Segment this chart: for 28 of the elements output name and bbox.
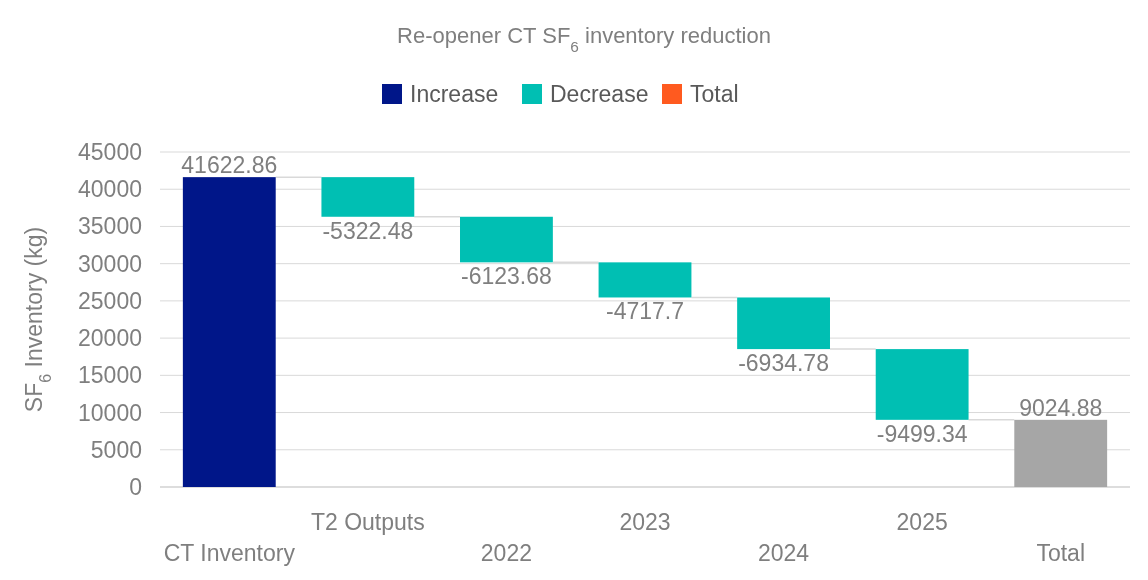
y-tick-label: 20000 [78, 325, 142, 352]
data-label: -4717.7 [605, 298, 685, 325]
y-tick-label: 15000 [78, 362, 142, 389]
legend-label: Increase [410, 81, 499, 107]
x-tick-label: 2025 [896, 509, 948, 535]
x-tick-label: T2 Outputs [310, 509, 425, 535]
data-label: -5322.48 [322, 217, 414, 244]
x-tick-label: CT Inventory [163, 540, 296, 566]
legend-label: Decrease [550, 81, 649, 107]
data-label: -6123.68 [461, 263, 552, 290]
chart-title: Re-opener CT SF$_{6}$ inventory reduction [397, 23, 771, 55]
legend-label: Total [690, 81, 739, 107]
y-tick-label: 10000 [78, 399, 142, 426]
x-tick-label: Total [1036, 540, 1086, 566]
x-tick-label: 2022 [480, 540, 533, 566]
data-label: 41622.86 [181, 152, 278, 179]
y-tick-label: 5000 [90, 436, 142, 463]
y-tick-label: 25000 [78, 287, 142, 314]
y-tick-label: 45000 [78, 139, 142, 165]
data-label: -9499.34 [876, 420, 968, 447]
x-tick-label: 2023 [619, 509, 671, 535]
y-tick-label: 0 [129, 474, 142, 500]
y-tick-label: 40000 [78, 176, 142, 203]
y-tick-label: 30000 [78, 250, 142, 277]
y-tick-label: 35000 [78, 213, 142, 240]
x-tick-label: 2024 [757, 540, 810, 566]
data-label: -6934.78 [738, 350, 829, 377]
data-label: 9024.88 [1019, 394, 1103, 421]
